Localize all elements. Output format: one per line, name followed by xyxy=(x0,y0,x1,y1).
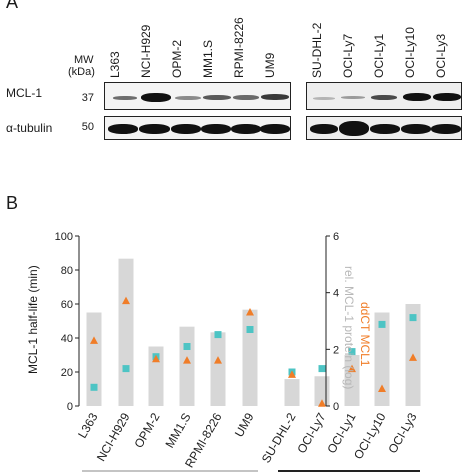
half-life-marker xyxy=(183,343,191,350)
protein-bar xyxy=(86,312,102,406)
half-life-marker xyxy=(90,383,98,391)
tubulin-band xyxy=(231,124,261,134)
half-life-marker xyxy=(378,320,386,328)
tubulin-band xyxy=(339,121,369,136)
mcl1-band xyxy=(313,97,335,100)
protein-bar xyxy=(210,332,226,406)
half-life-marker xyxy=(214,331,222,339)
category-label: SU-DHL-2 xyxy=(259,410,299,465)
right-tick-label: 4 xyxy=(333,288,339,300)
protein-bar xyxy=(118,258,134,406)
mcl1-band xyxy=(141,93,171,102)
left-tick-label: 80 xyxy=(61,265,73,277)
tubulin-band xyxy=(431,124,461,134)
tubulin-band xyxy=(370,124,400,134)
mw-unit: (kDa) xyxy=(68,66,95,78)
left-axis-label: MCL-1 half-life (min) xyxy=(26,265,40,374)
category-label: MM1.S xyxy=(162,411,193,451)
mcl1-band xyxy=(433,93,461,101)
tubulin-blot-group1 xyxy=(104,116,291,140)
tubulin-band xyxy=(171,124,201,134)
mcl1-band xyxy=(341,96,365,99)
mcl1-band xyxy=(203,95,231,100)
mcl1-blot-group2 xyxy=(306,82,462,110)
right-tick-label: 2 xyxy=(333,344,339,356)
tubulin-band xyxy=(201,124,231,134)
left-tick-label: 100 xyxy=(55,231,73,243)
mcl1-band xyxy=(233,95,259,100)
tubulin-row-label: α-tubulin xyxy=(6,121,53,135)
left-tick-label: 60 xyxy=(61,299,73,311)
ddct-marker xyxy=(122,296,130,305)
half-life-marker xyxy=(348,348,356,356)
ddct-marker xyxy=(214,356,222,364)
ddct-marker xyxy=(152,354,160,363)
mcl1-blot-group1 xyxy=(104,82,291,110)
category-label: L363 xyxy=(75,410,101,440)
mcl1-band xyxy=(261,94,289,100)
half-life-marker xyxy=(409,314,417,322)
tubulin-band xyxy=(108,124,138,134)
right-axis-label-protein: rel. MCL-1 protein (log) xyxy=(342,266,356,390)
left-tick-label: 40 xyxy=(61,333,73,345)
mcl1-band xyxy=(175,96,201,100)
protein-bar xyxy=(179,326,195,406)
mcl1-band xyxy=(113,96,137,100)
ddct-marker xyxy=(183,356,191,364)
protein-bar xyxy=(374,312,390,406)
ddct-marker xyxy=(409,353,417,361)
mcl1-band xyxy=(371,95,397,100)
ddct-marker xyxy=(378,384,386,392)
category-label: OCI-Ly3 xyxy=(385,410,419,456)
left-tick-label: 0 xyxy=(67,401,73,413)
protein-bar xyxy=(148,346,164,406)
left-tick-label: 20 xyxy=(61,367,73,379)
half-life-marker xyxy=(318,365,326,373)
ddct-marker xyxy=(288,370,296,378)
mcl1-band xyxy=(403,93,431,101)
half-life-marker xyxy=(122,365,130,373)
tubulin-blot-group2 xyxy=(306,116,462,140)
mw-title: MW xyxy=(74,54,94,66)
right-tick-label: 0 xyxy=(333,401,339,413)
tubulin-band xyxy=(139,124,170,134)
half-life-marker xyxy=(246,326,254,333)
mcl1-row-label: MCL-1 xyxy=(6,86,43,100)
protein-bar xyxy=(284,379,300,406)
ddct-marker xyxy=(90,336,98,344)
category-label: OPM-2 xyxy=(131,410,162,450)
protein-bar xyxy=(242,309,258,406)
panel-a-letter: A xyxy=(6,0,19,12)
ddct-marker xyxy=(318,399,326,407)
panel-b-letter: B xyxy=(6,193,19,213)
ddct-marker xyxy=(246,308,254,316)
right-axis-label-ddct: ddCT MCL1 xyxy=(358,302,372,367)
right-tick-label: 6 xyxy=(333,231,339,243)
tubulin-band xyxy=(310,124,338,134)
tubulin-band xyxy=(260,124,290,134)
category-label: UM9 xyxy=(232,410,257,439)
mw-mcl1: 37 xyxy=(81,92,94,104)
protein-bar xyxy=(344,355,360,406)
mw-tubulin: 50 xyxy=(81,121,94,133)
tubulin-band xyxy=(401,124,431,134)
ddct-marker xyxy=(348,364,356,373)
